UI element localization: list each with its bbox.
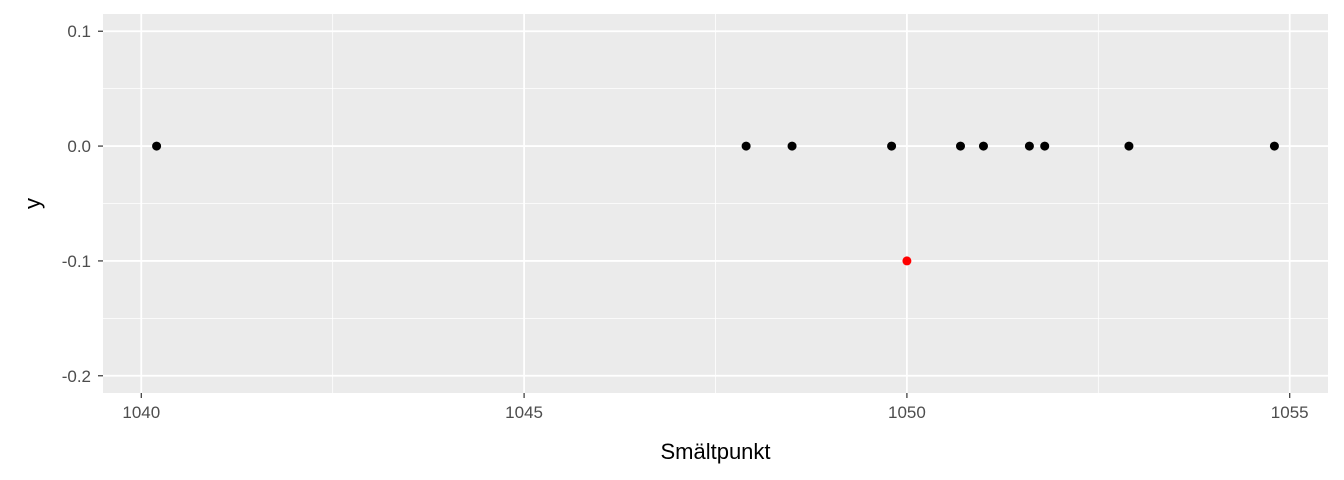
y-axis: 0.1 0.0 -0.1 -0.2 [62, 22, 103, 386]
data-point [902, 256, 912, 266]
minor-gridlines [103, 14, 1328, 393]
data-point [1269, 141, 1279, 151]
y-tick-label: 0.1 [67, 22, 91, 41]
x-axis: 1040 1045 1050 1055 [122, 393, 1309, 422]
y-tick-label: -0.1 [62, 252, 91, 271]
data-point [978, 141, 988, 151]
x-tick-label: 1050 [888, 403, 926, 422]
data-point [887, 141, 897, 151]
major-gridlines [103, 14, 1328, 393]
y-tick-label: 0.0 [67, 137, 91, 156]
x-tick-label: 1045 [505, 403, 543, 422]
data-point [152, 141, 162, 151]
y-axis-title: y [20, 198, 45, 209]
data-point [787, 141, 797, 151]
data-point [1024, 141, 1034, 151]
x-axis-title: Smältpunkt [660, 439, 770, 464]
y-tick-label: -0.2 [62, 367, 91, 386]
x-tick-label: 1055 [1271, 403, 1309, 422]
data-point [956, 141, 965, 151]
data-point [741, 141, 751, 151]
data-point [1040, 141, 1050, 151]
data-points [152, 141, 1279, 266]
data-point [1124, 141, 1134, 151]
x-tick-label: 1040 [122, 403, 160, 422]
